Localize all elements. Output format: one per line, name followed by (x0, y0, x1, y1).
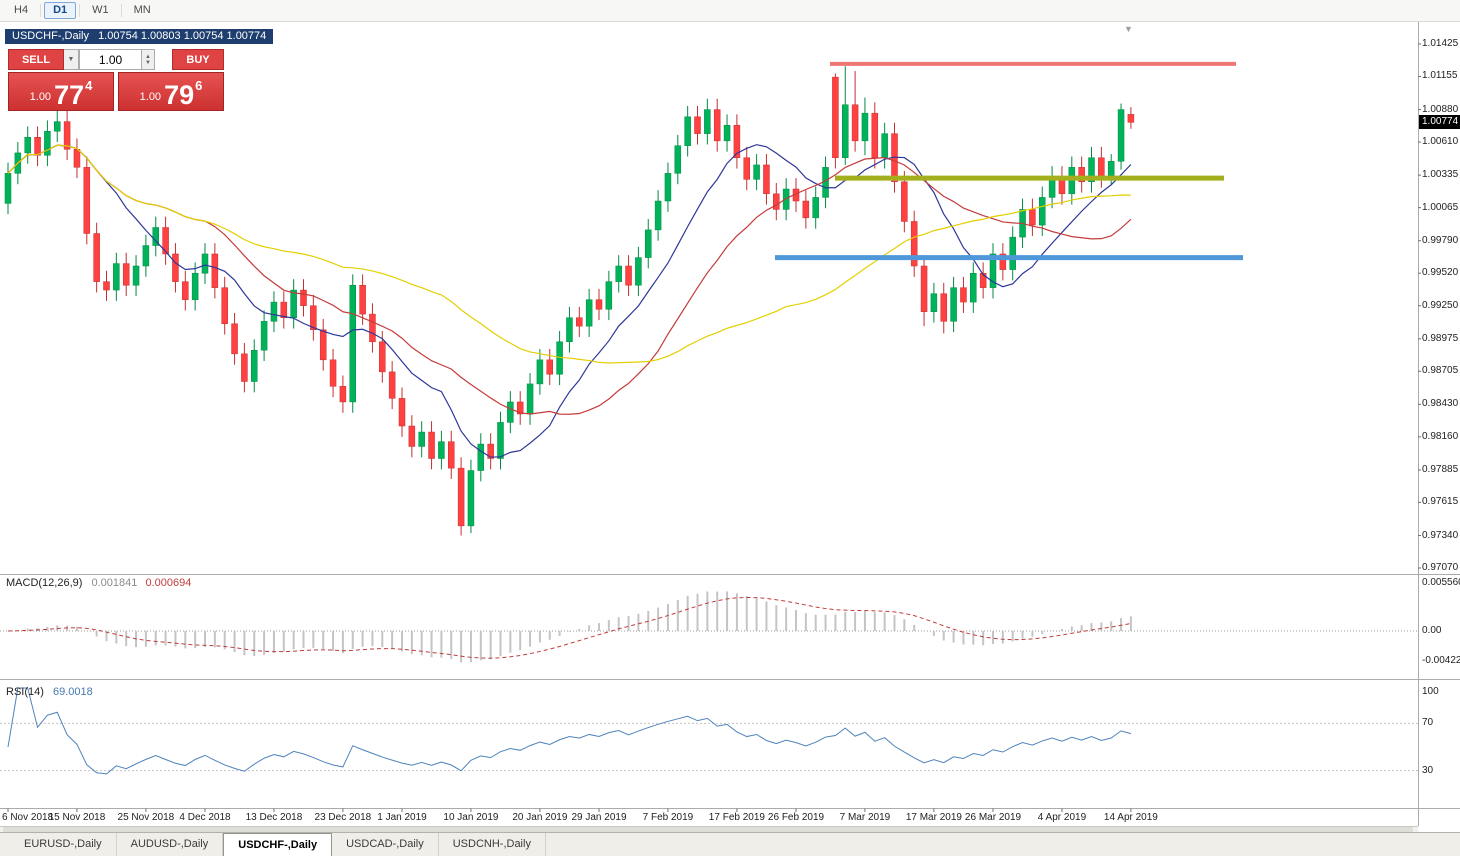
sell-price-prefix: 1.00 (29, 91, 52, 103)
timeframe-bar: H4 D1 W1 MN (0, 0, 1460, 22)
one-click-trading-panel: SELL ▼ ▲ ▼ BUY 1.00 77 4 1.00 79 6 (8, 49, 224, 111)
chart-shift-marker-icon: ▼ (1124, 24, 1133, 34)
current-price-tag: 1.00774 (1419, 115, 1460, 129)
spinner-down-icon: ▼ (145, 59, 151, 66)
chart-tab-usdchf-daily[interactable]: USDCHF-,Daily (223, 833, 333, 856)
spinner-up-icon: ▲ (145, 53, 151, 60)
buy-price-display[interactable]: 1.00 79 6 (118, 72, 224, 111)
chart-tabs-bar: EURUSD-,Daily AUDUSD-,Daily USDCHF-,Daily U… (0, 832, 1460, 856)
toolbar-separator (120, 4, 122, 17)
macd-indicator (0, 591, 1418, 663)
rsi-value: 69.0018 (52, 686, 93, 698)
horizontal-scrollbar[interactable] (0, 826, 1418, 832)
toolbar-separator (79, 4, 81, 17)
ma-fast (7, 144, 1132, 458)
macd-label: MACD(12,26,9) 0.001841 0.000694 (6, 577, 191, 589)
timeframe-mn[interactable]: MN (133, 4, 151, 16)
candles-group (4, 66, 1135, 536)
chart-tab-audusd-daily[interactable]: AUDUSD-,Daily (117, 833, 224, 856)
timeframe-d1[interactable]: D1 (44, 2, 77, 19)
toolbar-separator (40, 4, 42, 17)
chart-tab-eurusd-daily[interactable]: EURUSD-,Daily (10, 833, 117, 856)
buy-button[interactable]: BUY (172, 49, 224, 70)
macd-value-main: 0.001841 (91, 577, 138, 589)
ma-slow (7, 144, 1131, 364)
chart-tab-usdcnh-daily[interactable]: USDCNH-,Daily (439, 833, 546, 856)
ohlc-values: 1.00754 1.00803 1.00754 1.00774 (98, 30, 267, 42)
rsi-line (7, 687, 1132, 775)
chevron-down-icon: ▼ (67, 56, 75, 63)
sell-price-big: 77 (54, 80, 85, 111)
rsi-name: RSI(14) (6, 686, 44, 698)
sell-price-display[interactable]: 1.00 77 4 (8, 72, 114, 111)
horizontal-scrollbar-thumb[interactable] (3, 827, 1413, 832)
volume-stepper[interactable]: ▲ ▼ (142, 49, 155, 70)
volume-input[interactable] (79, 49, 142, 70)
timeframe-h4[interactable]: H4 (14, 4, 29, 16)
buy-price-prefix: 1.00 (139, 91, 162, 103)
volume-dropdown-button[interactable]: ▼ (64, 49, 79, 70)
timeframe-w1[interactable]: W1 (92, 4, 109, 16)
buy-price-pip: 6 (195, 78, 203, 93)
sell-price-pip: 4 (85, 78, 93, 93)
chart-symbol-label: USDCHF-,Daily 1.00754 1.00803 1.00754 1.… (5, 29, 274, 44)
trade-controls-row: SELL ▼ ▲ ▼ BUY (8, 49, 224, 70)
rsi-indicator (0, 687, 1418, 775)
panel-separators[interactable] (0, 22, 1460, 826)
rsi-label: RSI(14) 69.0018 (6, 686, 93, 698)
sell-button[interactable]: SELL (8, 49, 64, 70)
axis-ticks (7, 43, 1421, 812)
trade-prices-row: 1.00 77 4 1.00 79 6 (8, 72, 224, 111)
macd-name: MACD(12,26,9) (6, 577, 83, 589)
chart-tab-usdcad-daily[interactable]: USDCAD-,Daily (332, 833, 439, 856)
buy-price-big: 79 (164, 80, 195, 111)
symbol-name: USDCHF-,Daily (12, 30, 89, 42)
macd-signal-line (7, 596, 1131, 659)
macd-value-signal: 0.000694 (145, 577, 192, 589)
